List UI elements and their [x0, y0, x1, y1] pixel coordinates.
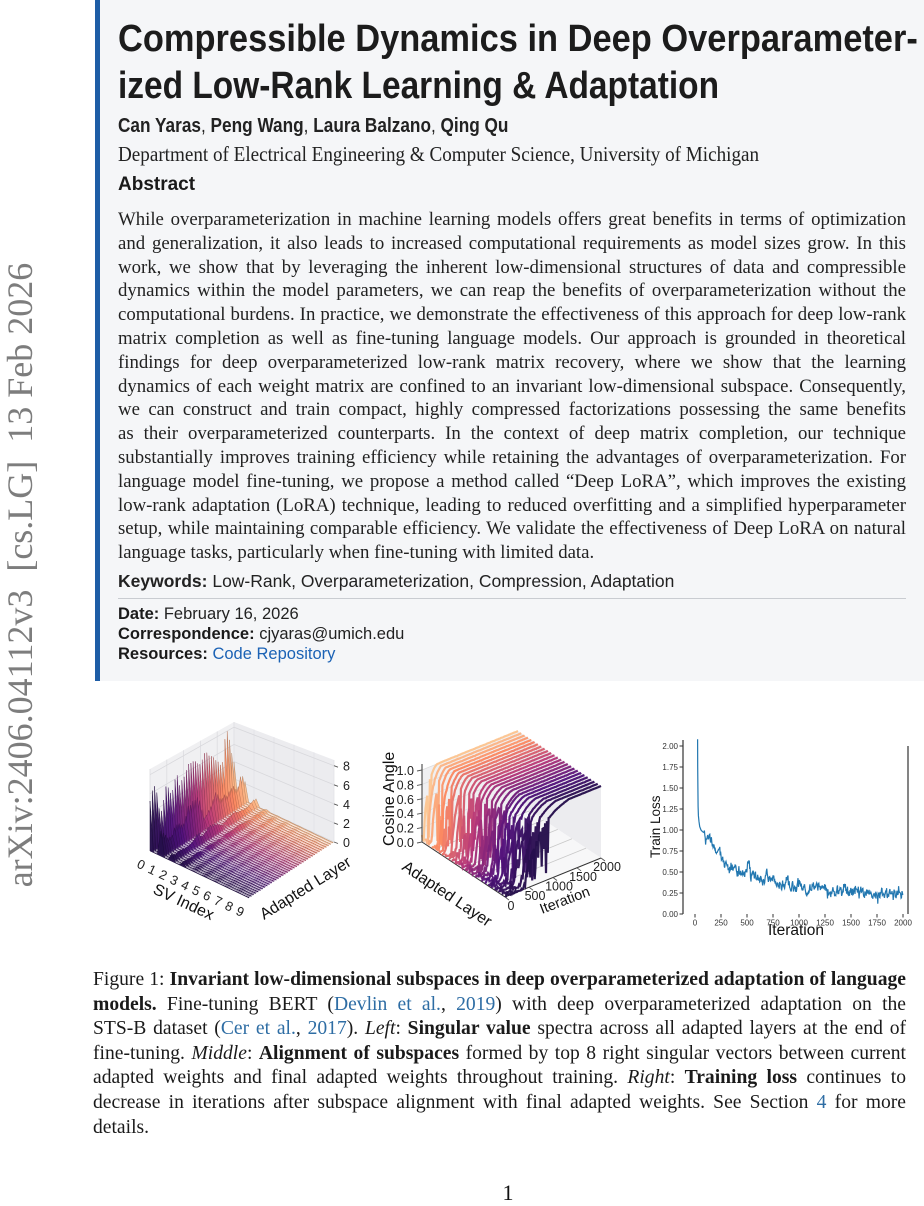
svg-text:Iteration: Iteration: [768, 922, 824, 939]
svg-text:2: 2: [157, 867, 170, 884]
svg-text:Cosine Angle: Cosine Angle: [381, 752, 398, 846]
svg-text:8: 8: [223, 898, 236, 915]
svg-text:8: 8: [343, 760, 350, 774]
svg-text:0.0: 0.0: [397, 836, 414, 850]
svg-text:1.75: 1.75: [662, 763, 678, 772]
svg-text:0.00: 0.00: [662, 910, 678, 919]
svg-text:0.4: 0.4: [397, 807, 414, 821]
svg-text:250: 250: [714, 919, 728, 928]
svg-text:0.8: 0.8: [397, 778, 414, 792]
svg-text:0: 0: [693, 919, 698, 928]
svg-text:9: 9: [234, 903, 247, 920]
svg-text:0.6: 0.6: [397, 793, 414, 807]
svg-text:6: 6: [343, 779, 350, 793]
svg-text:0: 0: [343, 836, 350, 850]
svg-text:500: 500: [740, 919, 754, 928]
svg-text:0: 0: [508, 899, 515, 913]
svg-text:1250: 1250: [816, 919, 834, 928]
svg-text:1750: 1750: [868, 919, 886, 928]
svg-text:2.00: 2.00: [662, 742, 678, 751]
svg-text:1.00: 1.00: [662, 826, 678, 835]
svg-text:0: 0: [135, 856, 148, 873]
svg-text:1.25: 1.25: [662, 805, 678, 814]
svg-text:0.25: 0.25: [662, 889, 678, 898]
svg-text:4: 4: [343, 798, 350, 812]
svg-text:1.50: 1.50: [662, 784, 678, 793]
svg-text:1500: 1500: [842, 919, 860, 928]
svg-text:1500: 1500: [569, 870, 597, 884]
svg-text:2: 2: [343, 817, 350, 831]
svg-text:0.2: 0.2: [397, 822, 414, 836]
svg-text:750: 750: [766, 919, 780, 928]
svg-text:0.75: 0.75: [662, 847, 678, 856]
svg-text:500: 500: [525, 889, 546, 903]
svg-text:1000: 1000: [545, 880, 573, 894]
svg-text:2000: 2000: [593, 860, 621, 874]
svg-text:Adapted Layer: Adapted Layer: [257, 853, 355, 923]
svg-text:1: 1: [146, 861, 159, 878]
svg-text:2000: 2000: [894, 919, 912, 928]
svg-text:Train Loss: Train Loss: [648, 795, 663, 858]
svg-text:1000: 1000: [790, 919, 808, 928]
svg-text:0.50: 0.50: [662, 868, 678, 877]
svg-text:1.0: 1.0: [397, 764, 414, 778]
